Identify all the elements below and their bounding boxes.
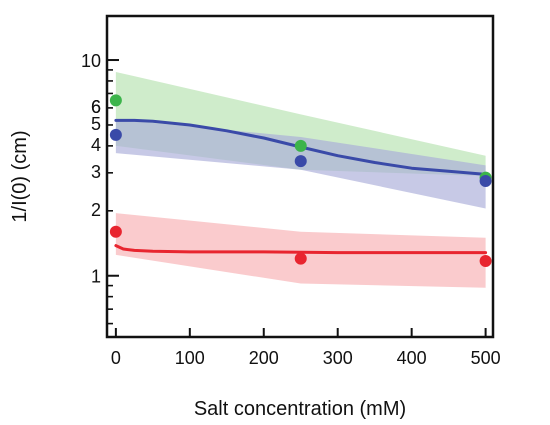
confidence-band-2 <box>115 213 486 288</box>
y-tick-label-2: 3 <box>91 162 101 182</box>
data-point-s2-1 <box>294 252 307 265</box>
data-point-s0-0 <box>109 94 122 107</box>
y-tick-label-6: 6 <box>91 97 101 117</box>
y-tick-label-3: 4 <box>91 135 101 155</box>
x-tick-label-4: 400 <box>397 348 427 368</box>
y-tick-label-0: 1 <box>91 267 101 287</box>
x-tick-label-5: 500 <box>471 348 501 368</box>
x-axis-ticks: 0 100 200 300 400 500 <box>111 328 501 368</box>
y-axis-label: 1/I(0) (cm) <box>9 130 31 222</box>
data-point-s0-1 <box>294 139 307 152</box>
y-tick-label-4: 5 <box>91 114 101 134</box>
data-point-s2-0 <box>109 225 122 238</box>
y-tick-label-7: 10 <box>81 51 101 71</box>
x-tick-label-2: 200 <box>249 348 279 368</box>
x-tick-label-3: 300 <box>323 348 353 368</box>
data-point-s1-1 <box>294 155 307 168</box>
fit-line-0 <box>114 118 488 176</box>
x-tick-label-1: 100 <box>175 348 205 368</box>
data-point-s1-2 <box>479 174 492 187</box>
x-tick-label-0: 0 <box>111 348 121 368</box>
fit-line-1 <box>114 244 488 255</box>
data-point-s1-0 <box>109 128 122 141</box>
x-axis-label: Salt concentration (mM) <box>194 398 406 420</box>
fit-lines <box>114 118 488 255</box>
plot-frame <box>105 14 495 339</box>
confidence-bands <box>115 72 486 288</box>
y-tick-label-1: 2 <box>91 200 101 220</box>
data-point-s2-2 <box>479 255 492 268</box>
y-tick-label-5: 6 <box>91 97 101 117</box>
data-points <box>109 94 492 268</box>
